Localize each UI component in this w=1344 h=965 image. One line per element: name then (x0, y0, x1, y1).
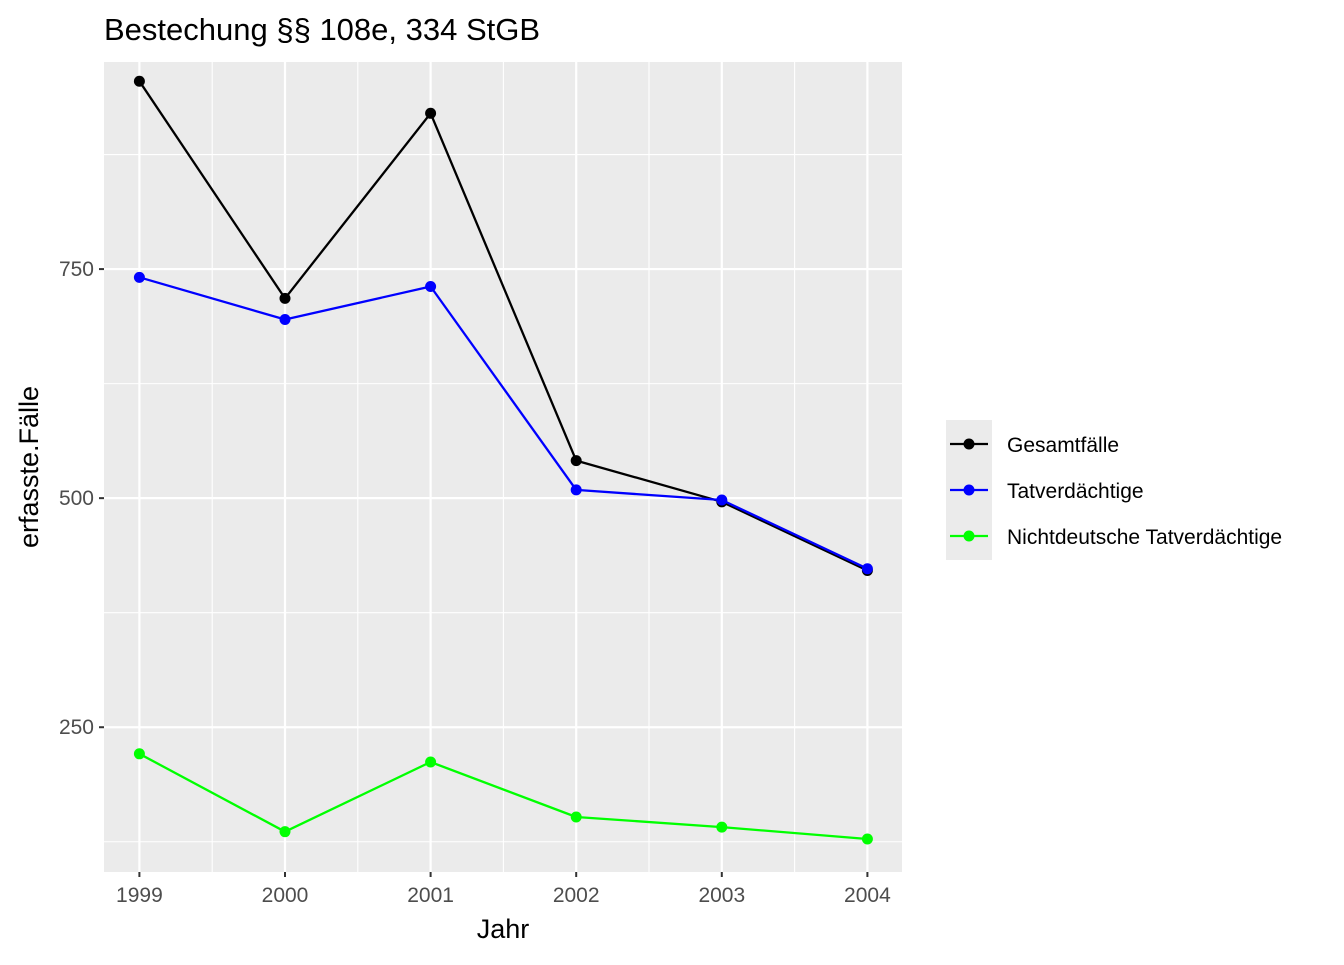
x-tick-label: 2003 (698, 884, 745, 907)
x-axis-title: Jahr (477, 914, 530, 944)
legend-label: Gesamtfälle (1007, 434, 1119, 457)
legend-label: Tatverdächtige (1007, 480, 1144, 503)
data-point (279, 826, 291, 838)
legend-keys: Gesamtfälle Tatverdächtige Nichtdeutsche T… (950, 434, 1282, 549)
series-line (139, 276, 868, 570)
data-point (570, 811, 582, 823)
x-tick-label: 2000 (262, 884, 309, 907)
data-point (133, 75, 145, 87)
data-point (570, 455, 582, 467)
legend-key-point (963, 484, 975, 496)
data-point (861, 563, 873, 575)
chart-title: Bestechung §§ 108e, 334 StGB (104, 12, 540, 47)
major-gridlines (104, 62, 902, 872)
data-point (425, 756, 437, 768)
y-axis-title: erfasste.Fälle (14, 386, 44, 548)
axes: 250 500 750 1999 2000 2001 2002 2003 2004 (59, 258, 891, 907)
x-tick-label: 2001 (407, 884, 454, 907)
x-tick-label: 1999 (116, 884, 163, 907)
y-tick-label: 750 (59, 258, 94, 281)
series-line (138, 752, 868, 841)
data-point (861, 833, 873, 845)
x-tick-label: 2004 (844, 884, 891, 907)
legend-key-point (963, 438, 975, 450)
data-point (133, 748, 145, 760)
legend-key-point (963, 530, 975, 542)
series-layer (133, 75, 873, 845)
data-point (133, 271, 145, 283)
data-point (279, 313, 291, 325)
x-tick-label: 2002 (553, 884, 600, 907)
data-point (716, 494, 728, 506)
data-point (425, 107, 437, 119)
y-tick-label: 250 (59, 716, 94, 739)
series-line (138, 80, 868, 572)
minor-gridlines (104, 62, 902, 872)
data-point (570, 484, 582, 496)
legend: Gesamtfälle Tatverdächtige Nichtdeutsche T… (946, 420, 1282, 560)
legend-label: Nichtdeutsche Tatverdächtige (1007, 526, 1282, 549)
data-point (716, 821, 728, 833)
data-point (279, 292, 291, 304)
data-point (425, 280, 437, 292)
y-tick-label: 500 (59, 487, 94, 510)
